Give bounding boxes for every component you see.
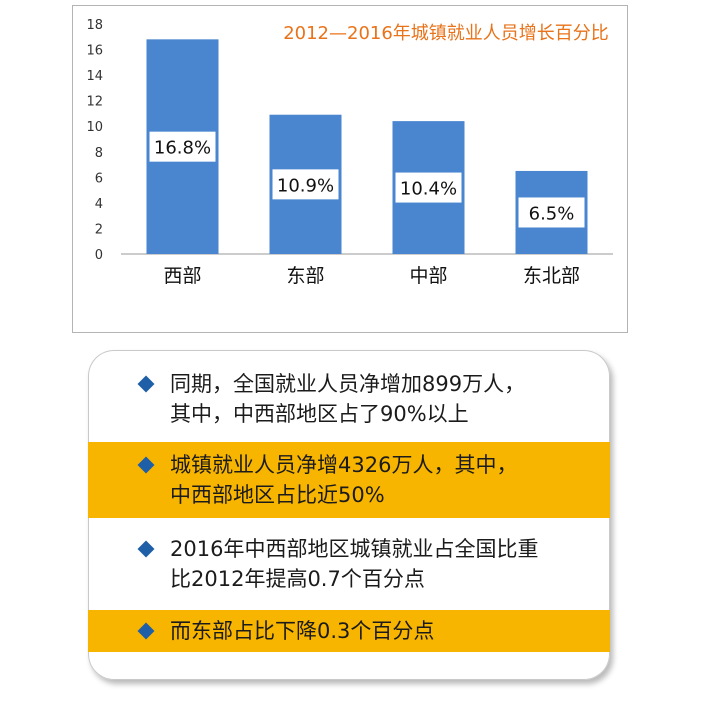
diamond-bullet-icon	[137, 622, 155, 640]
info-text-line: 2016年中西部地区城镇就业占全国比重	[170, 537, 539, 561]
data-label: 6.5%	[529, 203, 575, 224]
data-label-box	[395, 172, 462, 203]
diamond-bullet-icon	[137, 456, 155, 474]
y-tick-label: 4	[95, 197, 103, 212]
info-text-line: 其中，中西部地区占了90%以上	[170, 402, 469, 426]
info-text-line: 而东部占比下降0.3个百分点	[170, 619, 435, 643]
diamond-bullet-icon	[137, 375, 155, 393]
x-tick-label: 西部	[163, 265, 201, 287]
info-row: 2016年中西部地区城镇就业占全国比重 比2012年提高0.7个百分点	[88, 526, 610, 602]
data-label-box	[272, 169, 339, 200]
y-tick-label: 8	[95, 146, 103, 161]
data-label: 10.4%	[400, 179, 457, 200]
x-tick-label: 中部	[409, 265, 447, 287]
info-text: 同期，全国就业人员净增加899万人， 其中，中西部地区占了90%以上	[170, 369, 590, 429]
data-label-box	[149, 131, 216, 162]
info-row: 同期，全国就业人员净增加899万人， 其中，中西部地区占了90%以上	[88, 364, 610, 434]
x-tick-label: 东北部	[523, 265, 580, 287]
diamond-bullet-icon	[137, 540, 155, 558]
info-text-line: 比2012年提高0.7个百分点	[170, 567, 425, 591]
info-text-line: 同期，全国就业人员净增加899万人，	[170, 372, 526, 396]
y-tick-label: 10	[86, 120, 103, 135]
chart-title: 2012—2016年城镇就业人员增长百分比	[283, 23, 609, 44]
y-tick-label: 0	[95, 248, 103, 263]
data-label: 16.8%	[154, 138, 211, 159]
x-tick-label: 东部	[286, 265, 324, 287]
y-tick-label: 14	[86, 69, 103, 84]
highlight-row: 而东部占比下降0.3个百分点	[88, 610, 610, 652]
info-text: 城镇就业人员净增4326万人，其中， 中西部地区占比近50%	[170, 450, 590, 510]
highlight-row: 城镇就业人员净增4326万人，其中， 中西部地区占比近50%	[88, 442, 610, 518]
info-text: 而东部占比下降0.3个百分点	[170, 616, 590, 646]
chart-frame: 2012—2016年城镇就业人员增长百分比 0 2 4 6 8 10 12 14 16 18 16.8…	[72, 5, 628, 333]
bar-chart: 2012—2016年城镇就业人员增长百分比 0 2 4 6 8 10 12 14 16 18 16.8…	[86, 18, 613, 287]
info-text-line: 中西部地区占比近50%	[170, 483, 385, 507]
info-panel: 同期，全国就业人员净增加899万人， 其中，中西部地区占了90%以上城镇就业人员净…	[88, 350, 610, 680]
data-label: 10.9%	[277, 175, 334, 196]
y-tick-label: 6	[95, 171, 103, 186]
y-tick-label: 12	[86, 95, 103, 110]
info-text-line: 城镇就业人员净增4326万人，其中，	[170, 453, 518, 477]
data-label-box	[518, 197, 585, 228]
y-tick-label: 16	[86, 44, 103, 59]
y-tick-label: 18	[86, 18, 103, 33]
y-tick-label: 2	[95, 222, 103, 237]
info-text: 2016年中西部地区城镇就业占全国比重 比2012年提高0.7个百分点	[170, 534, 590, 594]
